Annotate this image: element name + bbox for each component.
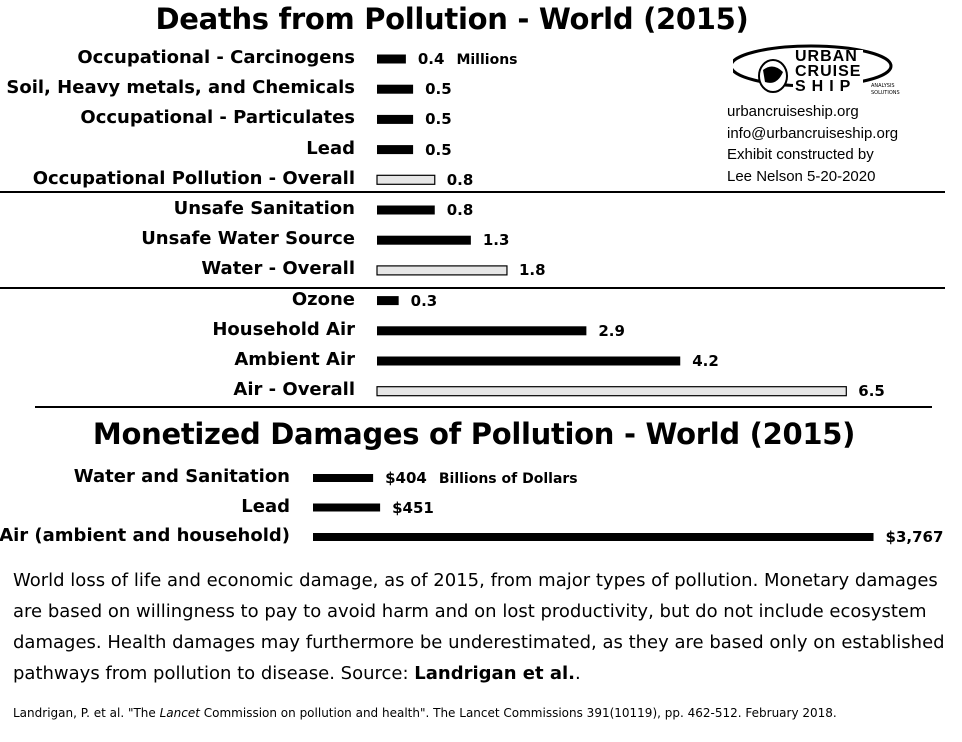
footnote-pre: Landrigan, P. et al. "The bbox=[13, 706, 160, 720]
urban-cruise-ship-logo: URBAN CRUISE SHIP ANALYSIS SOLUTIONS bbox=[733, 40, 903, 102]
damages-label-air-ambient-and-household: Air (ambient and household) bbox=[0, 525, 290, 546]
deaths-value-household-air: 2.9 bbox=[598, 321, 625, 340]
deaths-label-ozone: Ozone bbox=[291, 288, 355, 310]
damages-bar-lead bbox=[313, 503, 381, 512]
damages-label-lead: Lead bbox=[241, 495, 290, 517]
credit-constructed-by: Exhibit constructed by bbox=[727, 146, 874, 163]
deaths-bar-lead bbox=[377, 145, 414, 155]
deaths-label-ambient-air: Ambient Air bbox=[234, 349, 355, 370]
deaths-label-unsafe-water-source: Unsafe Water Source bbox=[141, 228, 355, 250]
caption-text: World loss of life and economic damage, … bbox=[13, 570, 945, 684]
deaths-label-occupational-carcinogens: Occupational - Carcinogens bbox=[77, 47, 355, 68]
deaths-unit-label: Millions bbox=[456, 52, 518, 68]
logo-line-3: SHIP bbox=[795, 78, 857, 95]
logo-line-1: URBAN bbox=[795, 48, 858, 65]
deaths-value-ambient-air: 4.2 bbox=[692, 352, 719, 370]
caption: World loss of life and economic damage, … bbox=[13, 565, 953, 689]
deaths-label-water-overall: Water - Overall bbox=[201, 258, 355, 280]
caption-end: . bbox=[575, 663, 581, 684]
deaths-label-lead: Lead bbox=[306, 137, 355, 159]
logo-tag-1: ANALYSIS bbox=[871, 83, 895, 89]
deaths-bar-water-overall bbox=[376, 265, 508, 276]
deaths-label-air-overall: Air - Overall bbox=[233, 379, 355, 401]
deaths-bar-ozone bbox=[377, 296, 399, 306]
deaths-value-unsafe-water-source: 1.3 bbox=[482, 231, 510, 250]
damages-value-air-ambient-and-household: $3,767 bbox=[885, 528, 944, 546]
footnote-post: Commission on pollution and health". The… bbox=[199, 706, 837, 720]
deaths-bar-air-overall bbox=[376, 386, 847, 397]
deaths-value-water-overall: 1.8 bbox=[518, 261, 546, 280]
credits-block: urbancruiseship.org info@urbancruiseship… bbox=[727, 101, 898, 187]
credit-email: info@urbancruiseship.org bbox=[727, 124, 899, 142]
deaths-value-soil-heavy-metals-and-chemicals: 0.5 bbox=[425, 80, 452, 99]
deaths-label-occupational-pollution-overall: Occupational Pollution - Overall bbox=[32, 167, 355, 189]
deaths-value-air-overall: 6.5 bbox=[858, 382, 885, 401]
deaths-value-unsafe-sanitation: 0.8 bbox=[446, 201, 474, 219]
deaths-value-occupational-pollution-overall: 0.8 bbox=[446, 170, 474, 189]
damages-value-water-and-sanitation: $404 Billions of Dollars bbox=[385, 469, 578, 487]
credit-author-date: Lee Nelson 5-20-2020 bbox=[727, 167, 876, 185]
damages-label-water-and-sanitation: Water and Sanitation bbox=[73, 466, 290, 487]
deaths-bar-unsafe-sanitation bbox=[377, 205, 435, 215]
caption-source: Landrigan et al. bbox=[414, 663, 576, 684]
deaths-label-unsafe-sanitation: Unsafe Sanitation bbox=[173, 198, 355, 219]
damages-bar-water-and-sanitation bbox=[313, 474, 374, 482]
deaths-label-occupational-particulates: Occupational - Particulates bbox=[80, 107, 355, 129]
damages-chart-title: Monetized Damages of Pollution - World (… bbox=[92, 417, 856, 451]
deaths-chart-title: Deaths from Pollution - World (2015) bbox=[155, 2, 749, 36]
deaths-value-ozone: 0.3 bbox=[410, 291, 438, 310]
deaths-bar-ambient-air bbox=[377, 356, 681, 366]
deaths-bar-household-air bbox=[377, 326, 587, 336]
deaths-bar-unsafe-water-source bbox=[377, 235, 471, 245]
deaths-bar-occupational-carcinogens bbox=[377, 54, 406, 64]
logo-tag-2: SOLUTIONS bbox=[871, 90, 900, 96]
group-divider-water bbox=[0, 287, 945, 289]
deaths-label-household-air: Household Air bbox=[212, 318, 355, 340]
deaths-bar-soil-heavy-metals-and-chemicals bbox=[377, 84, 414, 94]
group-divider-occupational bbox=[0, 191, 945, 193]
deaths-label-soil-heavy-metals-and-chemicals: Soil, Heavy metals, and Chemicals bbox=[6, 77, 355, 99]
deaths-value-lead: 0.5 bbox=[425, 140, 452, 159]
deaths-bar-occupational-particulates bbox=[377, 114, 414, 124]
section-divider bbox=[35, 406, 932, 408]
deaths-value-occupational-particulates: 0.5 bbox=[425, 110, 452, 129]
deaths-bar-occupational-pollution-overall bbox=[376, 174, 436, 185]
logo-line-2: CRUISE bbox=[795, 63, 862, 80]
citation-footnote: Landrigan, P. et al. "The Lancet Commiss… bbox=[13, 706, 837, 720]
damages-bar-air-ambient-and-household bbox=[313, 533, 874, 541]
damages-value-lead: $451 bbox=[392, 498, 434, 517]
credit-website: urbancruiseship.org bbox=[727, 103, 859, 120]
damages-unit-label: Billions of Dollars bbox=[438, 471, 578, 487]
footnote-italic: Lancet bbox=[159, 706, 200, 720]
deaths-value-occupational-carcinogens: 0.4 Millions bbox=[417, 50, 518, 68]
logo-swoosh-icon bbox=[733, 44, 893, 94]
